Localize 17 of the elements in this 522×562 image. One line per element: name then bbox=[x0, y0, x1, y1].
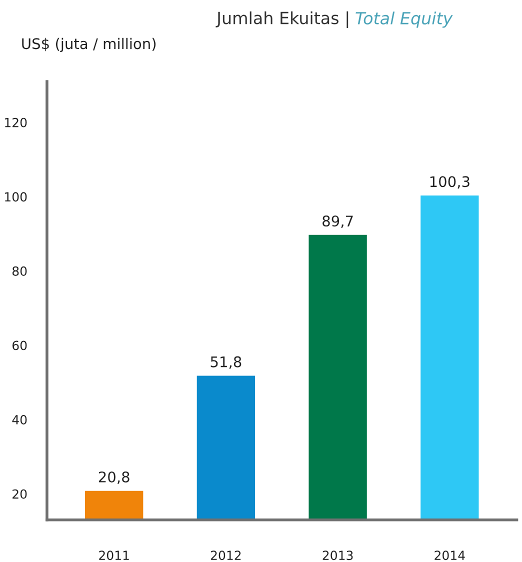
x-tick-label: 2011 bbox=[99, 550, 129, 560]
y-axis-title: US$ (juta / million) bbox=[22, 38, 156, 52]
y-tick-label: 40 bbox=[12, 415, 27, 424]
chart-subtitle: Total Equity bbox=[356, 12, 453, 28]
data-label: 51,8 bbox=[210, 356, 242, 369]
x-tick-label: 2013 bbox=[322, 550, 353, 560]
data-label: 89,7 bbox=[322, 216, 353, 228]
chart-title: Jumlah Ekuitas | bbox=[216, 11, 348, 28]
y-tick-label: 60 bbox=[12, 340, 27, 350]
y-tick-label: 100 bbox=[5, 192, 27, 202]
x-tick-label: 2012 bbox=[210, 550, 241, 560]
y-tick-label: 80 bbox=[12, 266, 27, 276]
y-tick-label: 20 bbox=[12, 489, 27, 499]
x-tick-label: 2014 bbox=[434, 550, 465, 560]
data-label: 20,8 bbox=[98, 471, 130, 484]
data-label: 100,3 bbox=[430, 176, 470, 189]
y-tick-label: 120 bbox=[5, 118, 27, 128]
